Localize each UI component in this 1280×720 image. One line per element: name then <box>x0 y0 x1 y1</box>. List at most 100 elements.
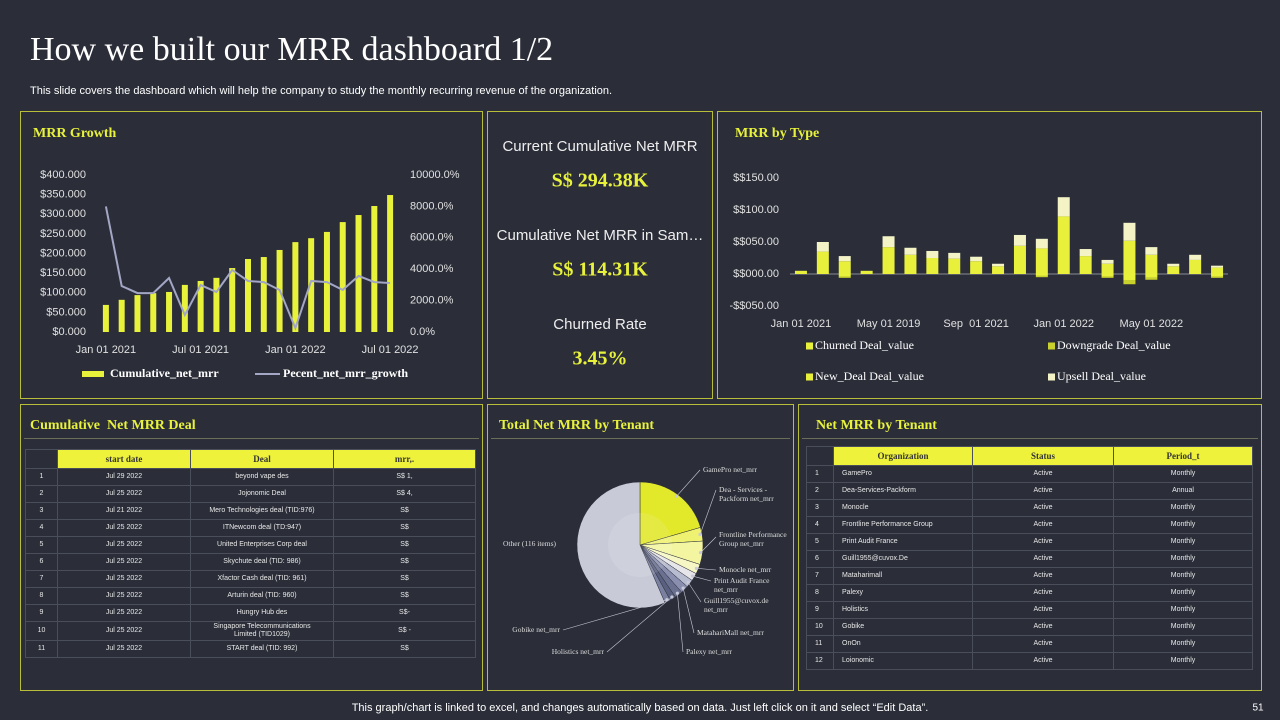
bar-segment <box>1123 280 1136 285</box>
leader-dot <box>694 566 698 570</box>
leader-line <box>699 489 717 535</box>
bar <box>245 258 251 332</box>
table-cell: 4 <box>25 519 58 537</box>
panel <box>20 111 483 399</box>
table-cell: START deal (TID: 992) <box>190 640 334 658</box>
table-cell: 11 <box>25 640 58 658</box>
table-cell: Loionomic <box>833 652 973 670</box>
y-tick-label: $$100.00 <box>733 204 779 216</box>
legend-swatch <box>1048 342 1055 350</box>
leader-dot <box>681 586 685 590</box>
table-cell: S$ <box>333 570 476 588</box>
bar-segment <box>1211 274 1224 277</box>
table-cell: Hungry Hub des <box>190 604 334 622</box>
bar-segment <box>838 274 851 277</box>
y-tick-label: $$050.00 <box>733 236 779 248</box>
x-tick-label: Jan 01 2022 <box>265 344 326 356</box>
bar-segment <box>926 250 939 258</box>
table-cell: Frontline Performance Group <box>833 516 973 534</box>
bar-segment <box>926 258 939 274</box>
y-tick-label: $250.000 <box>40 228 86 240</box>
bar <box>166 291 173 332</box>
x-tick-label: May 01 2022 <box>1120 318 1184 330</box>
bar-segment <box>838 256 851 262</box>
table-cell: Active <box>972 516 1114 534</box>
bar-segment <box>794 270 807 274</box>
x-tick-label: Jul 01 2022 <box>362 344 419 356</box>
table-cell: Active <box>972 584 1114 602</box>
table-cell: Monthly <box>1113 516 1253 534</box>
table-row: 2 Dea-Services-Packform Active Annual <box>806 482 1253 500</box>
table-cell: Jul 21 2022 <box>57 502 191 520</box>
header-row: Organization Status Period_t <box>806 446 1253 466</box>
bar-segment <box>1057 216 1070 274</box>
table-cell: 11 <box>806 635 834 653</box>
bar-segment <box>992 266 1005 274</box>
header-cell: mrr,. <box>333 449 476 469</box>
pie-label: Print Audit France net_mrr <box>714 576 770 594</box>
table-row: 9 Jul 25 2022 Hungry Hub des S$- <box>25 604 476 622</box>
legend-label: Upsell Deal_value <box>1057 369 1146 383</box>
table-cell: 9 <box>25 604 58 622</box>
table-cell: Arturin deal (TID: 960) <box>190 587 334 605</box>
leader-dot <box>670 595 674 599</box>
header-cell <box>25 449 58 469</box>
table-cell: Jul 25 2022 <box>57 553 191 571</box>
table-cell: Jojonomic Deal <box>190 485 334 503</box>
table-cell: Active <box>972 482 1114 500</box>
table-cell: 9 <box>806 601 834 619</box>
header-row: start date Deal mrr,. <box>25 449 476 469</box>
table-cell: Monthly <box>1113 601 1253 619</box>
table-cell: 1 <box>806 465 834 483</box>
table-row: 11 Jul 25 2022 START deal (TID: 992) S$ <box>25 640 476 658</box>
table-cell: Monthly <box>1113 550 1253 568</box>
table-row: 8 Jul 25 2022 Arturin deal (TID: 960) S$ <box>25 587 476 605</box>
kpi-label: Current Cumulative Net MRR <box>502 138 697 155</box>
y-tick-label: $350.000 <box>40 189 86 201</box>
table-cell: Mero Technologies deal (TID:976) <box>190 502 334 520</box>
table-cell: beyond vape des <box>190 468 334 486</box>
bar-segment <box>1013 245 1026 274</box>
table-cell: Jul 25 2022 <box>57 485 191 503</box>
line <box>104 206 391 331</box>
table-cell: 8 <box>25 587 58 605</box>
pie-label: GamePro net_mrr <box>703 465 757 474</box>
table-cell: Jul 25 2022 <box>57 519 191 537</box>
bar-segment <box>1035 248 1048 274</box>
bar-segment <box>1101 274 1114 277</box>
table-cell: Jul 25 2022 <box>57 587 191 605</box>
y-tick-label: $150.000 <box>40 267 86 279</box>
x-tick-label: Jan 01 2021 <box>76 344 137 356</box>
panel-title: Cumulative Net MRR Deal <box>30 418 196 433</box>
bar-segment <box>1211 276 1224 278</box>
leader-line <box>562 599 667 631</box>
table-cell: 8 <box>806 584 834 602</box>
bar-segment <box>838 261 851 274</box>
table-row: 8 Palexy Active Monthly <box>806 584 1253 602</box>
bar <box>371 206 378 332</box>
table-cell: Jul 25 2022 <box>57 570 191 588</box>
data-table: start date Deal mrr,. 1 Jul 29 2022 beyond va… <box>25 449 476 658</box>
table-cell: Gobike <box>833 618 973 636</box>
table-cell: 2 <box>25 485 58 503</box>
legend-label: New_Deal Deal_value <box>815 369 924 383</box>
pie-label: Frontline Performance Group net_mrr <box>719 530 787 548</box>
panels <box>20 111 1262 691</box>
table-cell: S$ 1, <box>333 468 476 486</box>
bar-segment <box>1013 234 1026 246</box>
pie-label: Dea - Services - Packform net_mrr <box>719 485 774 503</box>
table-cell: Active <box>972 499 1114 517</box>
table-cell: Active <box>972 635 1114 653</box>
bar-segment <box>1101 276 1114 278</box>
table-cell: Monthly <box>1113 567 1253 585</box>
panel-title: MRR Growth <box>33 126 117 141</box>
x-tick-label: Jan 01 2021 <box>771 318 832 330</box>
x-tick-label: Jan 01 2022 <box>1033 318 1094 330</box>
table-cell: Palexy <box>833 584 973 602</box>
table-cell: 10 <box>806 618 834 636</box>
bar-segment <box>1167 263 1180 267</box>
bar <box>339 222 346 332</box>
table-row: 12 Loionomic Active Monthly <box>806 652 1253 670</box>
header-cell <box>806 446 834 466</box>
